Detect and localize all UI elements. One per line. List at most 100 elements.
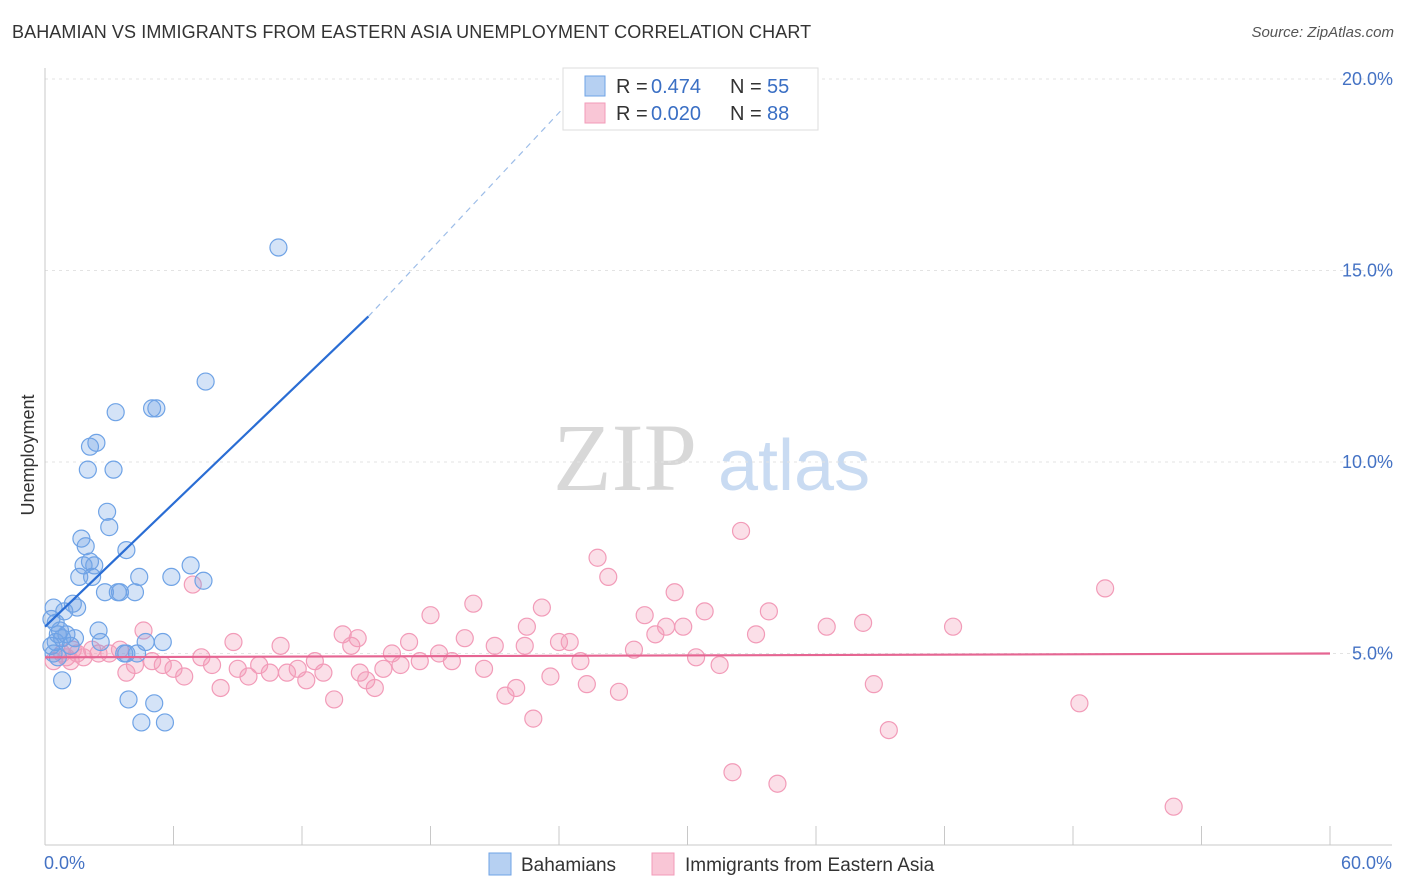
x-tick-label-max: 60.0% [1341,853,1392,873]
immigrants-point [455,629,474,648]
y-tick-label: 5.0% [1352,644,1393,664]
gridlines [45,78,1392,654]
trend-lines [44,105,1331,659]
watermark-zip: ZIP [553,404,697,511]
immigrants-point [183,575,202,594]
correlation-legend: R = 0.474 N = 55 R = 0.020 N = 88 [562,67,819,131]
source-label: Source: ZipAtlas.com [1251,24,1394,41]
immigrants-point [541,667,560,686]
immigrants-point [624,640,644,659]
legend-n-value-1: 55 [767,76,789,98]
immigrants-point [817,617,836,636]
immigrants-point [365,678,384,698]
immigrants-point [485,636,504,655]
immigrants-point [391,655,410,675]
bahamian-point [130,567,149,587]
bottom-legend-swatch-bahamians [488,852,512,876]
bahamian-point [89,621,108,640]
bahamian-point [104,460,123,479]
bahamian-point [194,571,213,590]
immigrants-point [325,690,344,709]
immigrants-point [297,671,316,690]
immigrants-point [175,667,194,686]
immigrants-point [674,617,693,636]
bahamian-point [108,583,127,602]
immigrants-point [202,655,222,675]
immigrants-point [517,617,536,636]
bahamian-point [106,403,125,422]
bahamian-point [155,713,175,732]
bahamian-point [87,433,106,452]
immigrants-point [549,632,569,652]
bahamian-point [196,372,215,391]
immigrants-point [314,663,333,682]
immigrants-point [854,613,873,632]
bottom-legend-label-bahamians: Bahamians [521,855,616,876]
y-tick-label: 20.0% [1342,69,1393,89]
bahamian-point [117,644,136,663]
immigrants-point [571,652,590,671]
legend-r-value-2: 0.020 [651,103,701,125]
bahamian-point [119,690,138,709]
legend-n-label-2: N = [730,103,762,125]
legend-n-value-2: 88 [767,103,789,125]
immigrants-point [768,774,787,793]
bahamian-point [70,567,89,587]
x-tick-label-min: 0.0% [44,853,85,873]
immigrants-point [399,632,419,652]
legend-n-label-1: N = [730,76,762,98]
legend-swatch-pink [584,102,606,124]
bahamian-point [153,632,172,652]
immigrants-point [507,678,526,698]
immigrants-point [277,663,297,682]
legend-r-label-1: R = [616,76,648,98]
immigrants-point [348,629,367,648]
immigrants-point [710,655,729,675]
bahamian-point [98,502,117,521]
bahamian-point [95,583,115,602]
immigrants-point [588,548,607,567]
immigrants-point [759,602,778,621]
immigrants-point [577,675,596,694]
immigrants-point [1096,579,1115,598]
immigrants-point [635,606,654,625]
legend-swatch-blue [584,75,606,97]
axes [44,68,1392,846]
immigrants-point [609,682,629,701]
immigrants-point [665,583,684,602]
immigrants-point [746,625,766,644]
watermark-atlas: atlas [718,426,870,506]
immigrants-point [524,709,543,728]
y-axis-title: Unemployment [18,394,38,515]
immigrants-point [731,521,751,541]
y-tick-label: 10.0% [1342,452,1393,472]
immigrants-point [943,617,963,636]
immigrants-point [656,617,676,636]
immigrants-point [239,667,258,686]
bahamian-point [91,632,110,652]
bahamian-point [78,460,97,479]
immigrants-point [260,663,279,682]
bahamian-point [145,694,164,713]
bottom-legend-swatch-immigrants [651,852,675,876]
y-tick-label: 15.0% [1342,261,1393,281]
immigrants-point [599,567,618,587]
chart-title: BAHAMIAN VS IMMIGRANTS FROM EASTERN ASIA… [12,22,812,42]
bahamian-point [269,238,288,257]
bahamian-point [85,556,104,575]
bahamian-point [72,529,91,548]
bahamian-point [100,518,119,537]
immigrants-point [695,602,714,621]
immigrants-point [1164,797,1183,816]
immigrants-point [723,763,742,782]
y-tick-labels: 5.0% 10.0% 15.0% 20.0% [1342,69,1393,664]
immigrants-point [515,636,534,655]
immigrants-trend-line [44,652,1331,659]
immigrants-point [374,659,393,678]
bottom-legend-label-immigrants: Immigrants from Eastern Asia [685,855,935,876]
bahamian-point [181,556,200,575]
legend-r-value-1: 0.474 [651,76,701,98]
bahamian-point [57,625,76,644]
bahamian-trend-line [44,315,370,628]
